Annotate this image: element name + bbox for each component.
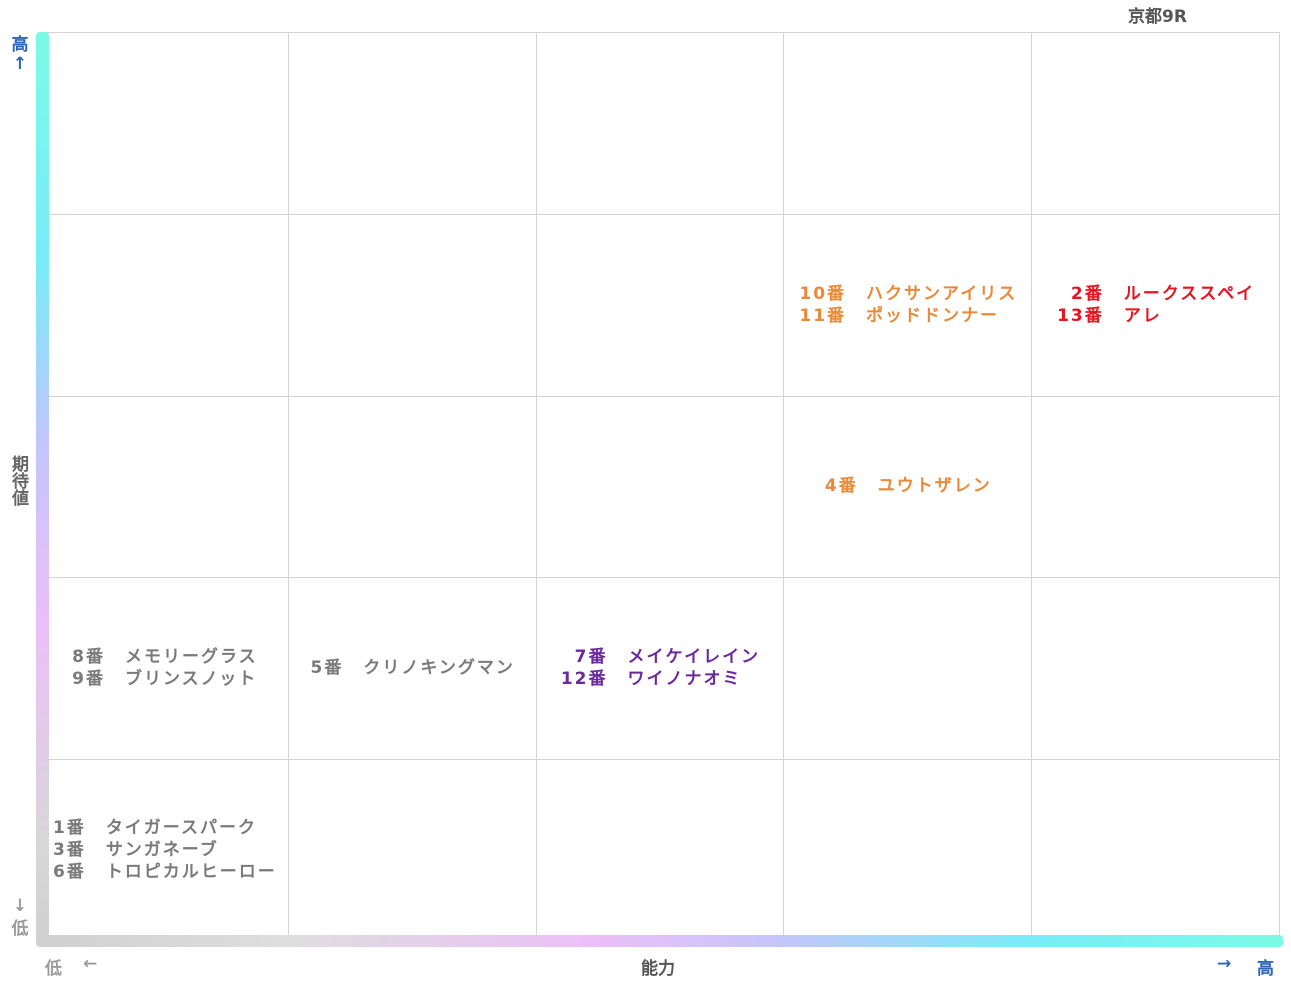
horse-number: 11番 (799, 305, 847, 326)
horse-entry: 9番 ブリンスノット (72, 668, 258, 690)
horse-number: 1番 (52, 818, 86, 839)
grid-cell (41, 395, 289, 578)
horse-group: 10番 ハクサンアイリス 11番 ポッドドンナー (784, 214, 1032, 396)
horse-name: ハクサンアイリス (866, 283, 1018, 304)
grid-cell (1032, 213, 1280, 396)
horse-number: 7番 (574, 647, 608, 668)
x-axis-left-arrow-icon: ← (83, 954, 98, 974)
grid-cell (1032, 759, 1280, 941)
horse-name: アレ (1123, 305, 1162, 326)
grid-cell (288, 395, 537, 578)
grid-cell (536, 759, 785, 941)
horse-entry: 8番 メモリーグラス (72, 646, 258, 668)
horse-name: タイガースパーク (105, 818, 257, 839)
horse-name: ワイノナオミ (627, 669, 742, 690)
grid-cell (536, 213, 785, 396)
horse-entry: 5番 クリノキングマン (311, 657, 515, 679)
chart-title: 京都9R (1128, 7, 1187, 27)
grid-cell (784, 759, 1033, 941)
grid-cell (288, 759, 537, 941)
grid-cell (41, 213, 289, 396)
y-axis-low-label: 低 (11, 919, 29, 939)
horse-entry: 13番 アレ (1057, 305, 1255, 327)
horse-number: 6番 (52, 862, 86, 883)
y-axis-up-arrow-icon: ↑ (12, 54, 28, 74)
horse-name: クリノキングマン (363, 658, 515, 679)
horse-number: 4番 (824, 476, 858, 497)
grid-cell (784, 577, 1033, 760)
grid-cell (288, 32, 537, 214)
horse-group: 7番 メイケイレイン 12番 ワイノナオミ (537, 577, 785, 759)
grid-cell (288, 577, 537, 760)
horse-group: 4番 ユウトザレン (784, 396, 1032, 578)
grid-cell (536, 577, 785, 760)
horse-number: 10番 (799, 283, 847, 304)
x-axis-bar (36, 935, 1283, 947)
horse-number: 5番 (310, 658, 344, 679)
y-axis-down-arrow-icon: ↓ (12, 896, 28, 916)
horse-entry: 11番 ポッドドンナー (799, 305, 1017, 327)
grid-cell (41, 32, 289, 214)
x-axis-right-arrow-icon: → (1217, 954, 1232, 974)
horse-entry: 1番 タイガースパーク (53, 817, 277, 839)
horse-name: メモリーグラス (124, 647, 258, 668)
grid-cell (784, 395, 1033, 578)
horse-entry: 7番 メイケイレイン (561, 646, 760, 668)
horse-group: 1番 タイガースパーク 3番 サンガネーブ 6番 トロピカルヒーロー (41, 759, 289, 941)
horse-entry: 10番 ハクサンアイリス (799, 283, 1017, 305)
grid-cell (41, 759, 289, 941)
grid-cell (1032, 577, 1280, 760)
horse-entry: 4番 ユウトザレン (825, 475, 992, 497)
horse-entry: 12番 ワイノナオミ (561, 668, 760, 690)
grid-cell (1032, 32, 1280, 214)
grid-cell (784, 213, 1033, 396)
horse-number: 2番 (1070, 283, 1104, 304)
chart-grid: 1番 タイガースパーク 3番 サンガネーブ 6番 トロピカルヒーロー 8番 メモリーグラス 9番… (41, 32, 1280, 941)
horse-name: ブリンスノット (124, 669, 258, 690)
horse-number: 8番 (72, 647, 105, 668)
horse-group: 5番 クリノキングマン (289, 577, 537, 759)
horse-name: ポッドドンナー (866, 305, 1000, 326)
grid-cell (536, 395, 785, 578)
horse-number: 9番 (72, 669, 105, 690)
y-axis-label: 期待値 (8, 455, 28, 506)
y-axis-high-label: 高 (11, 35, 29, 55)
x-axis-high-label: 高 (1257, 959, 1274, 979)
grid-cell (288, 213, 537, 396)
grid-cell (784, 32, 1033, 214)
horse-name: ルークススペイ (1123, 283, 1256, 304)
horse-name: ユウトザレン (877, 476, 992, 497)
grid-cell (1032, 395, 1280, 578)
horse-entry: 2番 ルークススペイ (1057, 283, 1255, 305)
horse-entry: 6番 トロピカルヒーロー (53, 861, 277, 883)
horse-number: 3番 (52, 840, 86, 861)
horse-group: 2番 ルークススペイ 13番 アレ (1032, 214, 1280, 396)
horse-number: 13番 (1057, 305, 1104, 326)
x-axis-low-label: 低 (45, 959, 62, 979)
horse-group: 8番 メモリーグラス 9番 ブリンスノット (41, 577, 289, 759)
horse-name: サンガネーブ (105, 840, 219, 861)
horse-number: 12番 (560, 669, 608, 690)
horse-name: トロピカルヒーロー (105, 862, 277, 883)
grid-cell (536, 32, 785, 214)
horse-entry: 3番 サンガネーブ (53, 839, 277, 861)
x-axis-label: 能力 (641, 959, 675, 979)
y-axis-bar (36, 32, 49, 944)
grid-cell (41, 577, 289, 760)
horse-name: メイケイレイン (627, 647, 761, 668)
